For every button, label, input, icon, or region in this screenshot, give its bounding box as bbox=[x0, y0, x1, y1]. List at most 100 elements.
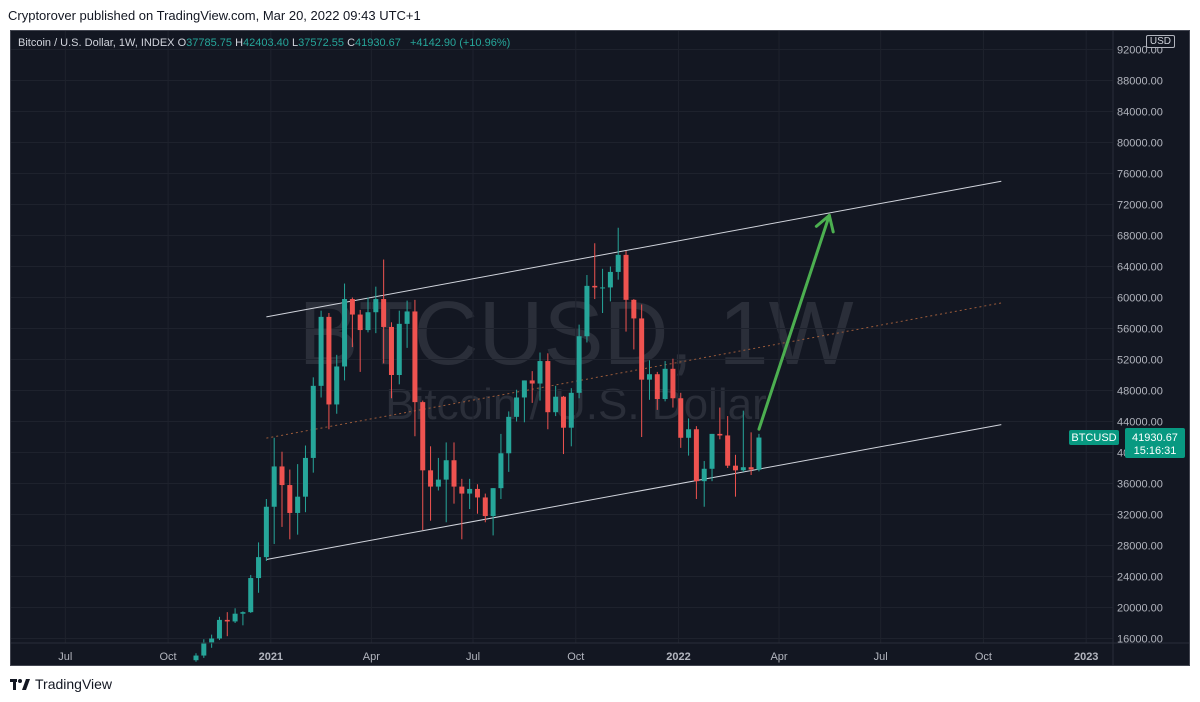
price-tick-label: 44000.00 bbox=[1117, 417, 1163, 429]
price-tick-label: 84000.00 bbox=[1117, 107, 1163, 119]
candle bbox=[607, 266, 613, 302]
candle bbox=[623, 251, 629, 332]
time-tick-label: Oct bbox=[975, 651, 992, 663]
candle-body bbox=[209, 638, 215, 643]
time-tick-label: 2021 bbox=[259, 651, 283, 663]
candle bbox=[693, 426, 699, 499]
candle-body bbox=[654, 374, 660, 400]
candle-body bbox=[506, 416, 512, 454]
candle bbox=[435, 457, 441, 491]
candle-body bbox=[412, 311, 418, 403]
candle-body bbox=[271, 466, 277, 507]
price-tick-label: 52000.00 bbox=[1117, 355, 1163, 367]
candle-body bbox=[201, 642, 207, 656]
candle-body bbox=[342, 299, 348, 367]
candle-body bbox=[600, 287, 606, 289]
candle-body bbox=[521, 380, 527, 398]
candle-body bbox=[545, 361, 551, 413]
candle bbox=[420, 400, 426, 530]
candle bbox=[295, 464, 301, 535]
legend-high-label: H bbox=[235, 37, 244, 49]
candle bbox=[209, 634, 215, 648]
candle-body bbox=[553, 396, 559, 413]
price-tick-label: 48000.00 bbox=[1117, 386, 1163, 398]
candle-body bbox=[756, 437, 762, 470]
forecast-arrow-line bbox=[757, 213, 831, 431]
candle bbox=[263, 499, 269, 561]
candle bbox=[381, 259, 387, 364]
candle bbox=[326, 313, 332, 430]
price-tick-label: 80000.00 bbox=[1117, 138, 1163, 150]
price-axis[interactable]: 16000.00 20000.00 24000.00 28000.00 32000.00… bbox=[1117, 45, 1163, 646]
chart-canvas[interactable]: BTCUSD, 1W Bitcoin / U.S. Dollar 16000.0… bbox=[11, 31, 1189, 665]
candle bbox=[584, 275, 590, 343]
chart-panel[interactable]: Bitcoin / U.S. Dollar, 1W, INDEX O37785.… bbox=[10, 30, 1190, 666]
candle-body bbox=[576, 336, 582, 393]
candle-body bbox=[279, 466, 285, 486]
forecast-arrow-head bbox=[814, 213, 835, 234]
tradingview-logo[interactable]: TradingView bbox=[10, 676, 112, 692]
candle-body bbox=[498, 453, 504, 489]
tradingview-brand: TradingView bbox=[35, 676, 113, 692]
candle bbox=[646, 360, 652, 400]
candle bbox=[631, 299, 637, 350]
candle bbox=[474, 484, 480, 514]
candle-body bbox=[639, 318, 645, 380]
candle-body bbox=[701, 468, 707, 482]
candle-body bbox=[443, 460, 449, 480]
candle-body bbox=[295, 496, 301, 513]
candle bbox=[600, 268, 606, 313]
candle bbox=[490, 488, 496, 536]
candle-body bbox=[592, 285, 598, 288]
candle-body bbox=[240, 612, 246, 614]
candle bbox=[514, 389, 520, 422]
price-tick-label: 76000.00 bbox=[1117, 169, 1163, 181]
price-tick-label: 16000.00 bbox=[1117, 634, 1163, 646]
candle bbox=[560, 395, 566, 455]
legend-low-label: L bbox=[291, 37, 299, 49]
candle bbox=[717, 407, 723, 440]
candle-body bbox=[623, 254, 629, 300]
candle bbox=[615, 227, 621, 280]
legend-open-value: 37785.75 bbox=[186, 37, 233, 49]
price-tick-label: 64000.00 bbox=[1117, 262, 1163, 274]
candle bbox=[404, 300, 410, 348]
candle-body bbox=[428, 470, 434, 487]
time-tick-label: 2023 bbox=[1074, 651, 1098, 663]
drawings[interactable] bbox=[266, 180, 1002, 560]
time-axis[interactable]: Jul Oct 2021 Apr Jul Oct 2022 Apr Jul Oct 2023 bbox=[58, 651, 1098, 663]
footer: TradingView bbox=[0, 666, 1200, 702]
candle-body bbox=[686, 429, 692, 438]
badge-countdown: 15:16:31 bbox=[1134, 445, 1177, 457]
candle-body bbox=[529, 380, 535, 384]
candle-body bbox=[662, 368, 668, 400]
badge-price: 41930.67 bbox=[1132, 432, 1178, 444]
candle bbox=[678, 392, 684, 448]
candle bbox=[732, 454, 738, 497]
candle bbox=[576, 324, 582, 399]
candle-body bbox=[490, 488, 496, 517]
time-tick-label: 2022 bbox=[666, 651, 690, 663]
candle-body bbox=[381, 299, 387, 327]
legend-close-value: 41930.67 bbox=[355, 37, 401, 49]
candle bbox=[279, 451, 285, 527]
chart-legend: Bitcoin / U.S. Dollar, 1W, INDEX O37785.… bbox=[18, 37, 510, 49]
candle bbox=[553, 385, 559, 417]
price-tick-label: 88000.00 bbox=[1117, 76, 1163, 88]
candle-body bbox=[216, 619, 222, 639]
channel-upper-line bbox=[266, 180, 1002, 318]
candle-body bbox=[326, 316, 332, 405]
currency-button[interactable]: USD bbox=[1145, 35, 1175, 48]
candle-body bbox=[404, 311, 410, 324]
candle bbox=[451, 442, 457, 504]
time-tick-label: Jul bbox=[466, 651, 480, 663]
candle bbox=[365, 297, 371, 333]
candle bbox=[545, 353, 551, 430]
candle-body bbox=[263, 506, 269, 558]
candles[interactable] bbox=[193, 227, 762, 662]
candle-body bbox=[193, 655, 199, 661]
candle bbox=[318, 310, 324, 398]
published-text: Cryptorover published on TradingView.com… bbox=[8, 7, 421, 23]
candle bbox=[662, 361, 668, 402]
badge-symbol: BTCUSD bbox=[1071, 432, 1116, 444]
